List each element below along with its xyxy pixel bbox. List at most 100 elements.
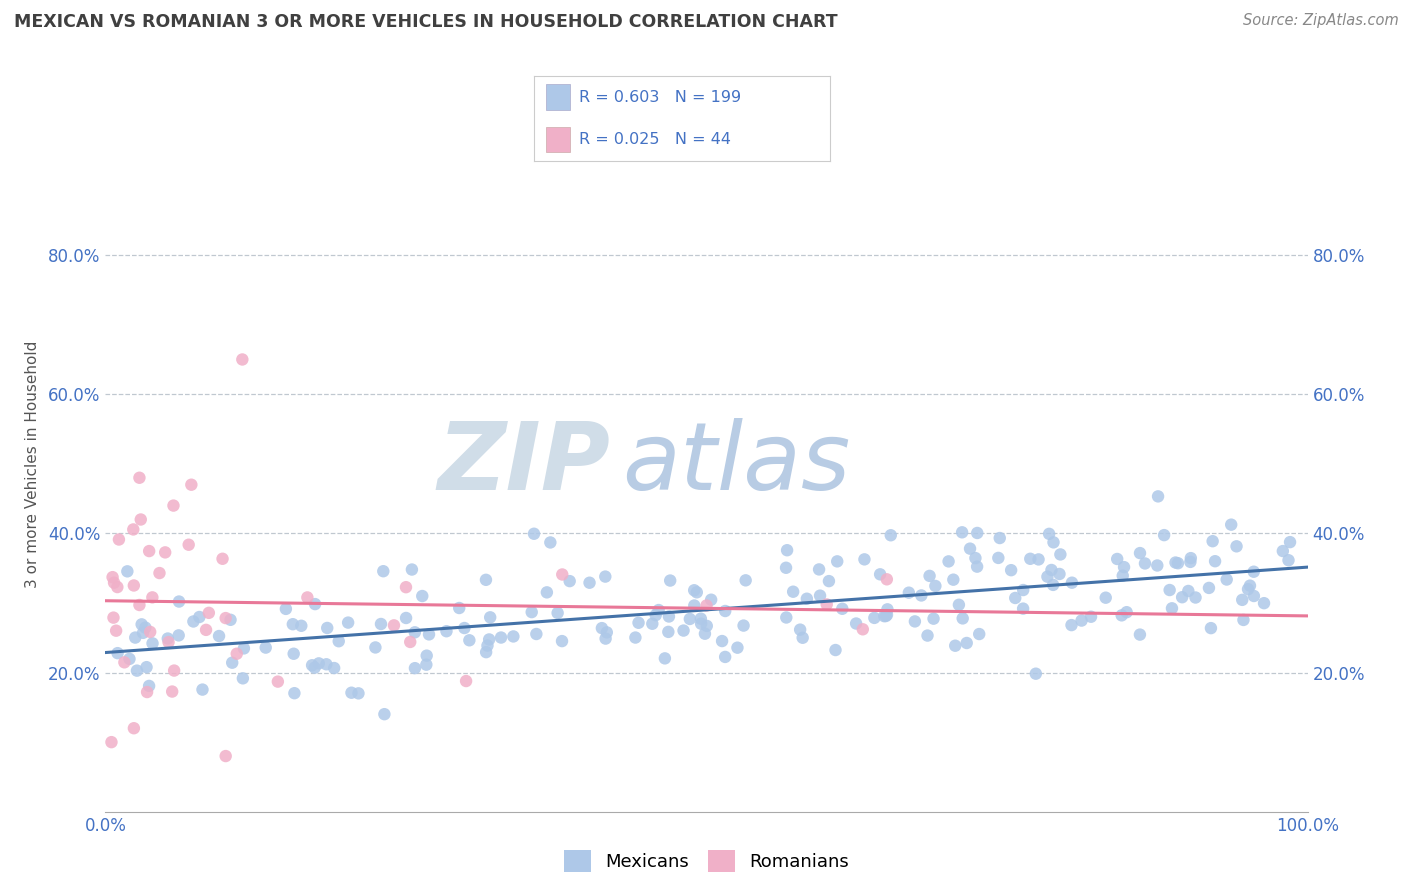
Point — [950, 525, 973, 540]
Point — [1040, 563, 1063, 577]
Point — [924, 579, 946, 593]
Point — [401, 562, 423, 576]
Point — [107, 646, 129, 660]
Point — [948, 598, 970, 612]
Point — [1146, 558, 1168, 573]
Point — [1049, 548, 1071, 562]
Point — [141, 591, 163, 605]
Point — [733, 618, 755, 632]
Point — [536, 585, 558, 599]
Point — [364, 640, 387, 655]
Point — [328, 634, 350, 648]
Point — [347, 686, 370, 700]
Point — [1225, 539, 1247, 553]
Point — [283, 647, 305, 661]
Point — [125, 664, 148, 678]
Text: R = 0.603   N = 199: R = 0.603 N = 199 — [579, 89, 741, 104]
Point — [796, 591, 818, 606]
Y-axis label: 3 or more Vehicles in Household: 3 or more Vehicles in Household — [25, 340, 39, 588]
Point — [825, 554, 848, 568]
Point — [297, 591, 319, 605]
Point — [789, 623, 811, 637]
Point — [683, 599, 706, 613]
Point — [214, 611, 236, 625]
Point — [198, 606, 221, 620]
Point — [101, 570, 124, 584]
Point — [683, 583, 706, 598]
Point — [211, 551, 233, 566]
Point — [489, 631, 512, 645]
Point — [132, 625, 155, 640]
Point — [195, 623, 218, 637]
Point — [458, 633, 481, 648]
Point — [418, 627, 440, 641]
Point — [148, 566, 170, 580]
Point — [959, 541, 981, 556]
Point — [792, 631, 814, 645]
Point — [122, 523, 145, 537]
Text: ZIP: ZIP — [437, 417, 610, 510]
Point — [1070, 614, 1092, 628]
Point — [436, 624, 458, 639]
Point — [315, 657, 337, 672]
Point — [696, 599, 718, 613]
Point — [180, 477, 202, 491]
Point — [987, 550, 1010, 565]
Point — [274, 602, 297, 616]
Point — [1184, 591, 1206, 605]
Point — [942, 573, 965, 587]
Point — [1060, 575, 1083, 590]
Point — [700, 592, 723, 607]
Point — [1094, 591, 1116, 605]
Point — [477, 639, 499, 653]
Point — [1019, 551, 1042, 566]
Point — [775, 561, 797, 575]
Point — [988, 531, 1011, 545]
Point — [1112, 568, 1135, 582]
Point — [373, 707, 395, 722]
Point — [163, 664, 186, 678]
Point — [162, 499, 184, 513]
Point — [782, 584, 804, 599]
Point — [1028, 552, 1050, 566]
Point — [208, 629, 231, 643]
Point — [105, 580, 128, 594]
Point — [910, 589, 932, 603]
Point — [904, 615, 927, 629]
Point — [689, 612, 711, 626]
Point — [1111, 608, 1133, 623]
Point — [502, 629, 524, 643]
Point — [1199, 621, 1222, 635]
Point — [818, 574, 841, 588]
Point — [308, 657, 330, 671]
Point — [686, 585, 709, 599]
Point — [122, 578, 145, 592]
Point — [281, 617, 304, 632]
Point — [108, 533, 131, 547]
Point — [1112, 560, 1135, 574]
Point — [1042, 535, 1064, 549]
Point — [918, 569, 941, 583]
Point — [869, 567, 891, 582]
Point — [1147, 489, 1170, 503]
Point — [1180, 555, 1202, 569]
Point — [897, 585, 920, 599]
Point — [714, 604, 737, 618]
Point — [551, 567, 574, 582]
Point — [340, 686, 363, 700]
Point — [1279, 535, 1302, 549]
Point — [873, 609, 896, 624]
Point — [231, 352, 253, 367]
Point — [596, 625, 619, 640]
Point — [1232, 613, 1254, 627]
Point — [876, 607, 898, 622]
Point — [654, 651, 676, 665]
Text: MEXICAN VS ROMANIAN 3 OR MORE VEHICLES IN HOUSEHOLD CORRELATION CHART: MEXICAN VS ROMANIAN 3 OR MORE VEHICLES I… — [14, 13, 838, 31]
Point — [153, 545, 176, 559]
Point — [1243, 589, 1265, 603]
Point — [135, 660, 157, 674]
Point — [304, 597, 326, 611]
Point — [449, 601, 471, 615]
Point — [475, 573, 498, 587]
Point — [415, 657, 437, 672]
